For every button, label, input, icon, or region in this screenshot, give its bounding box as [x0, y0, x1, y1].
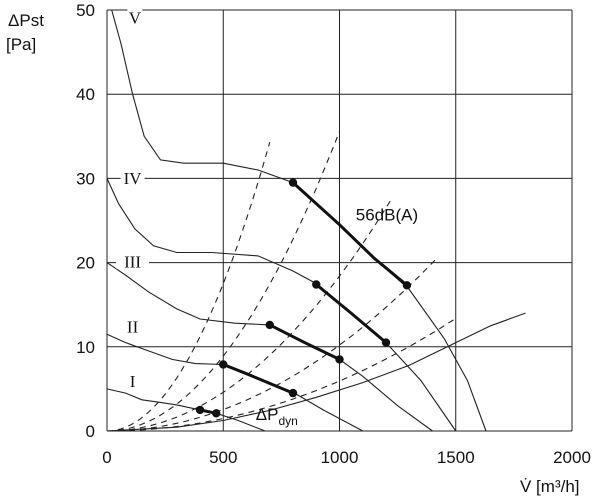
- tick-labels: 0 500 1000 1500 2000 0 10 20 30 40 50: [76, 1, 591, 467]
- dynamic-pressure-label-main: ΔP: [256, 405, 279, 424]
- fan-label-II: II: [127, 317, 139, 336]
- operating-point: [288, 178, 298, 187]
- y-tick-label: 10: [76, 338, 95, 357]
- grid: [106, 9, 573, 432]
- y-tick-label: 50: [76, 1, 95, 20]
- operating-segment-1: [291, 181, 408, 287]
- y-axis-title-line1: ΔPst: [8, 11, 44, 30]
- y-tick-label: 20: [76, 254, 95, 273]
- y-tick-label: 40: [76, 85, 95, 104]
- operating-point: [335, 355, 344, 364]
- x-tick-label: 0: [102, 448, 111, 467]
- system-curve-1: [106, 142, 271, 432]
- x-tick-label: 1000: [321, 448, 359, 467]
- fan-curve-III: [106, 262, 433, 432]
- operating-point: [219, 360, 228, 369]
- operating-point: [265, 320, 274, 330]
- fan-label-IV: IV: [124, 169, 143, 188]
- y-tick-label: 30: [76, 169, 95, 188]
- y-axis-title-line2: [Pa]: [6, 35, 36, 54]
- x-tick-label: 2000: [553, 448, 591, 467]
- operating-point: [288, 388, 298, 398]
- fan-label-bg: [116, 250, 150, 269]
- fan-curve-II: [106, 333, 364, 432]
- dynamic-pressure-curve: [106, 312, 526, 432]
- fan-label-bg: [125, 370, 141, 389]
- annotations: ΔPst [Pa] V̇ [m³/h] 56dB(A) ΔPdyn: [6, 11, 580, 496]
- x-tick-label: 500: [209, 448, 237, 467]
- fan-label-V: V: [129, 8, 142, 27]
- operating-point: [212, 409, 221, 418]
- dynamic-pressure-line: [106, 312, 526, 432]
- fan-label-I: I: [130, 372, 136, 391]
- fan-label-III: III: [124, 253, 141, 272]
- operating-point: [381, 338, 391, 347]
- dynamic-pressure-label-sub: dyn: [279, 414, 298, 428]
- system-curve-2: [106, 131, 341, 432]
- x-tick-label: 1500: [437, 448, 475, 467]
- operating-point: [312, 280, 321, 289]
- system-curve-4: [107, 257, 438, 432]
- fan-curve-I: [106, 388, 266, 432]
- fan-label-bg: [120, 167, 145, 186]
- operating-range: [195, 178, 412, 418]
- fan-label-bg: [127, 6, 143, 25]
- operating-point: [402, 281, 412, 290]
- operating-range-label: 56dB(A): [356, 206, 418, 225]
- dynamic-pressure-label: ΔPdyn: [256, 405, 298, 428]
- operating-segment-2: [315, 283, 387, 344]
- y-tick-label: 0: [86, 422, 95, 441]
- fan-curve-V: [111, 9, 487, 432]
- operating-segment-3: [269, 323, 341, 361]
- operating-point: [195, 405, 205, 415]
- x-axis-title: V̇ [m³/h]: [520, 477, 580, 496]
- operating-segment-4: [222, 363, 294, 395]
- fan-label-bg: [120, 315, 145, 334]
